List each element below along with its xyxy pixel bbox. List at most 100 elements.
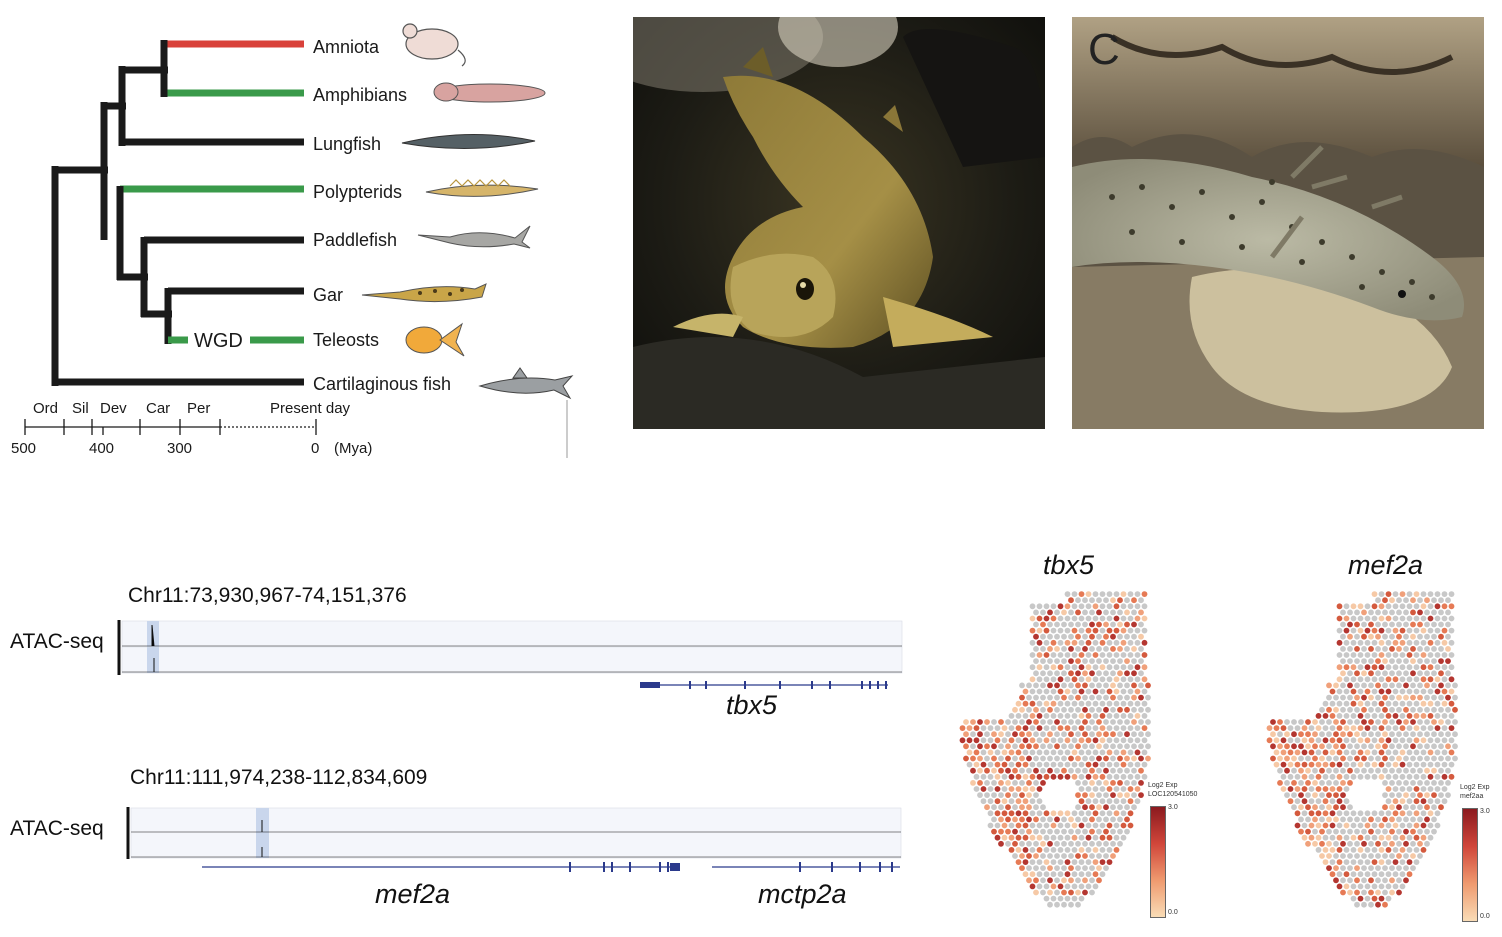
spatial-spot bbox=[1120, 688, 1127, 695]
spatial-spot bbox=[1427, 798, 1434, 805]
spatial-spot bbox=[1005, 780, 1011, 786]
spatial-spot bbox=[1096, 840, 1102, 847]
spatial-spot bbox=[1029, 822, 1036, 829]
spatial-spot bbox=[1378, 749, 1385, 756]
spatial-spot bbox=[1357, 627, 1364, 634]
spatial-spot bbox=[1301, 834, 1308, 841]
legend-title: Log2 Exp bbox=[1148, 782, 1178, 789]
spatial-spot bbox=[1340, 804, 1346, 811]
spatial-spot bbox=[1110, 682, 1116, 689]
spatial-spot bbox=[1117, 743, 1123, 750]
spatial-spot bbox=[1047, 889, 1053, 896]
spatial-spot bbox=[1403, 792, 1409, 798]
spatial-spot bbox=[1127, 725, 1134, 731]
spatial-spot bbox=[1078, 883, 1085, 890]
spatial-spot bbox=[1054, 767, 1060, 774]
spatial-spot bbox=[1022, 761, 1029, 768]
spatial-spot bbox=[1008, 798, 1015, 805]
spatial-spot bbox=[1089, 646, 1095, 652]
spatial-spot bbox=[1106, 639, 1113, 646]
spatial-spot bbox=[1329, 688, 1336, 695]
spatial-spot bbox=[1417, 840, 1423, 847]
spatial-spot bbox=[1082, 816, 1088, 823]
spatial-spot bbox=[1117, 840, 1123, 847]
spatial-spot bbox=[1106, 810, 1113, 817]
spatial-spot bbox=[1329, 773, 1336, 780]
spatial-spot bbox=[1312, 804, 1318, 811]
spatial-spot bbox=[1280, 725, 1287, 731]
spatial-spot bbox=[1015, 810, 1022, 817]
spatial-spot bbox=[1110, 670, 1116, 677]
spatial-spot bbox=[1445, 743, 1451, 750]
spatial-spot bbox=[1438, 682, 1444, 689]
spatial-spot bbox=[1441, 652, 1448, 658]
spatial-spot bbox=[1089, 658, 1095, 664]
spatial-spot bbox=[1308, 725, 1315, 731]
spatial-spot bbox=[1005, 755, 1011, 762]
spatial-spot bbox=[1347, 719, 1353, 725]
spatial-spot bbox=[1064, 713, 1071, 719]
spatial-spot bbox=[1110, 646, 1116, 652]
spatial-spot bbox=[1124, 633, 1130, 640]
spatial-spot bbox=[1026, 755, 1032, 762]
spatial-spot bbox=[1392, 761, 1399, 768]
spatial-spot bbox=[1026, 706, 1032, 713]
spatial-spot bbox=[1089, 840, 1095, 847]
spatial-spot bbox=[1117, 633, 1123, 640]
spatial-spot bbox=[1064, 773, 1071, 780]
spatial-title: tbx5 bbox=[1043, 550, 1095, 580]
spatial-spot bbox=[1410, 853, 1416, 859]
spatial-spot bbox=[1036, 652, 1043, 658]
spatial-spot bbox=[1089, 767, 1095, 774]
spatial-spot bbox=[1082, 597, 1088, 604]
spatial-spot bbox=[977, 767, 983, 774]
spatial-spot bbox=[1043, 834, 1050, 841]
spatial-spot bbox=[1022, 798, 1029, 805]
spatial-spot bbox=[1329, 700, 1336, 707]
spatial-spot bbox=[1120, 713, 1127, 719]
spatial-spot bbox=[1022, 749, 1029, 756]
spatial-spot bbox=[1403, 633, 1409, 640]
spatial-spot bbox=[1322, 798, 1329, 805]
spatial-spot bbox=[1378, 664, 1385, 671]
spatial-spot bbox=[1385, 798, 1392, 805]
spatial-spot bbox=[1385, 859, 1392, 865]
tick-label: 300 bbox=[167, 440, 193, 457]
spatial-spot bbox=[1078, 810, 1085, 817]
spatial-spot bbox=[1050, 615, 1057, 622]
spatial-spot bbox=[966, 737, 973, 744]
spatial-spot bbox=[1113, 749, 1120, 756]
spatial-spot bbox=[1336, 822, 1343, 829]
spatial-spot bbox=[998, 804, 1004, 811]
spatial-spot bbox=[1319, 816, 1325, 823]
spatial-spot bbox=[1082, 731, 1088, 738]
spatial-spot bbox=[1092, 847, 1099, 853]
spatial-spot bbox=[1438, 609, 1444, 616]
spatial-spot bbox=[1410, 719, 1416, 725]
spatial-spot bbox=[1057, 737, 1064, 744]
spatial-spot bbox=[1343, 786, 1350, 792]
spatial-spot bbox=[1110, 633, 1116, 640]
mouse-icon bbox=[402, 23, 466, 67]
spatial-spot bbox=[1061, 609, 1067, 616]
spatial-spot bbox=[1305, 828, 1311, 835]
spatial-spot bbox=[1378, 700, 1385, 707]
spatial-spot bbox=[1085, 664, 1092, 671]
spatial-spot bbox=[1403, 597, 1409, 604]
spatial-spot bbox=[1396, 706, 1402, 713]
spatial-spot bbox=[984, 767, 990, 774]
spatial-spot bbox=[1382, 621, 1388, 628]
spatial-spot bbox=[1092, 773, 1099, 780]
spatial-spot bbox=[984, 755, 990, 762]
spatial-spot bbox=[1424, 609, 1430, 616]
spatial-spot bbox=[1012, 792, 1018, 798]
spatial-spot bbox=[1036, 713, 1043, 719]
spatial-spot bbox=[1001, 725, 1008, 731]
spatial-spot bbox=[1047, 706, 1053, 713]
spatial-spot bbox=[1438, 633, 1444, 640]
spatial-spot bbox=[1382, 633, 1388, 640]
spatial-spot bbox=[1382, 646, 1388, 652]
spatial-spot bbox=[1441, 676, 1448, 683]
spatial-spot bbox=[1294, 773, 1301, 780]
spatial-spot bbox=[1127, 639, 1134, 646]
